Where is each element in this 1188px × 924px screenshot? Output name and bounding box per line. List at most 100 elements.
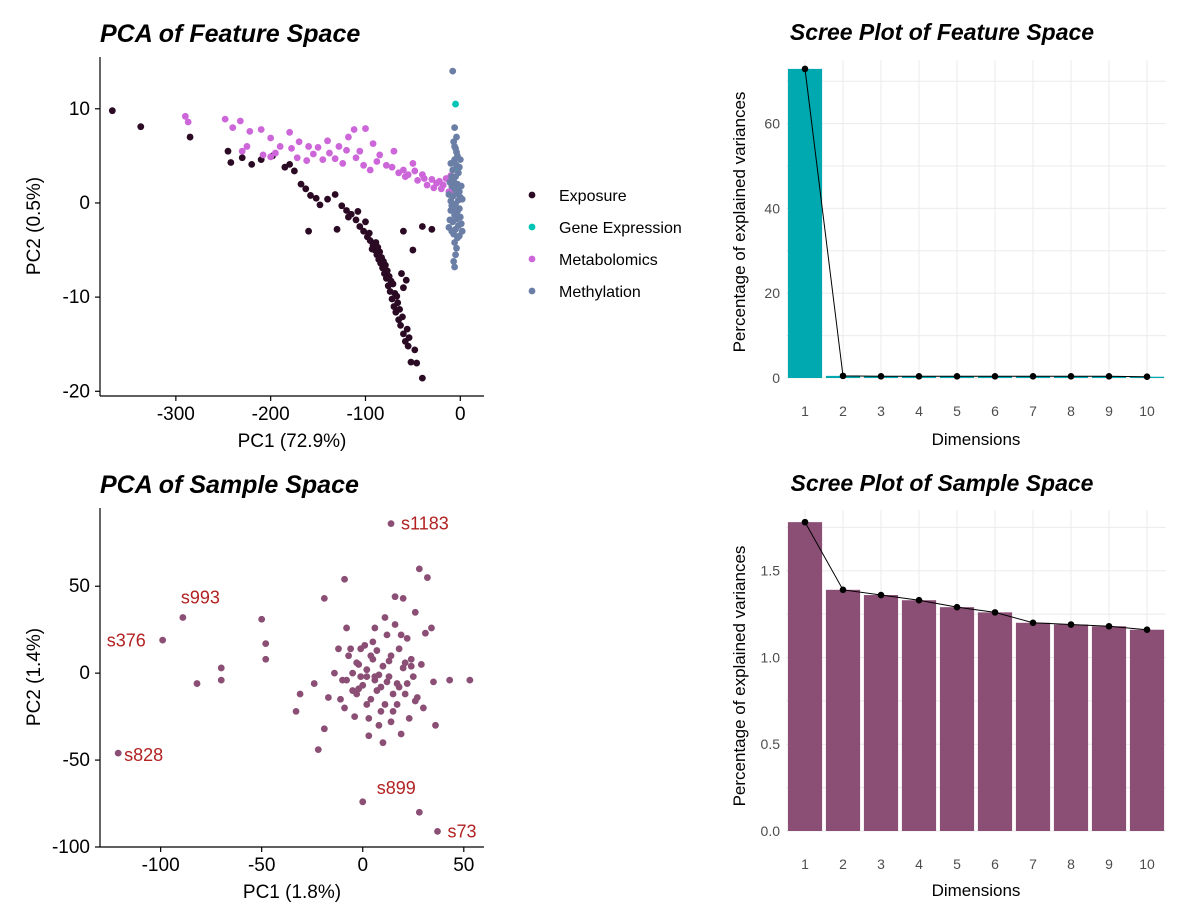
sample-point bbox=[369, 638, 377, 646]
sample-point bbox=[403, 680, 411, 687]
sample-point bbox=[296, 690, 304, 698]
point-exposure bbox=[400, 330, 407, 338]
sample-label: s828 bbox=[124, 745, 163, 765]
sample-point bbox=[335, 645, 342, 653]
point-metabolomics bbox=[373, 158, 381, 165]
point-exposure bbox=[381, 261, 389, 269]
sample-point bbox=[365, 732, 373, 740]
scree-sample-y-label: Percentage of explained variances bbox=[730, 546, 749, 807]
point-exposure bbox=[400, 227, 407, 235]
point-metabolomics bbox=[326, 149, 333, 157]
sample-point bbox=[367, 695, 375, 703]
x-tick-label: -200 bbox=[252, 404, 290, 425]
sample-point bbox=[379, 662, 387, 670]
point-methylation bbox=[447, 160, 455, 167]
point-exposure bbox=[305, 227, 312, 235]
scree-feature-title: Scree Plot of Feature Space bbox=[790, 19, 1094, 45]
point-exposure bbox=[374, 243, 382, 251]
pca-sample-title: PCA of Sample Space bbox=[100, 471, 359, 499]
x-tick-label: 1 bbox=[801, 403, 809, 419]
point-metabolomics bbox=[305, 143, 312, 150]
point-exposure bbox=[345, 213, 352, 221]
sample-point bbox=[381, 701, 389, 708]
sample-point bbox=[217, 664, 225, 672]
point-exposure bbox=[108, 107, 116, 115]
x-tick-label: 2 bbox=[839, 403, 847, 419]
y-tick-label: 0.5 bbox=[761, 736, 781, 752]
point-metabolomics bbox=[238, 147, 246, 155]
pca-feature-x-label: PC1 (72.9%) bbox=[238, 431, 347, 452]
sample-point bbox=[193, 680, 201, 687]
point-exposure bbox=[378, 254, 385, 261]
sample-point bbox=[385, 657, 393, 665]
point-metabolomics bbox=[360, 161, 367, 169]
point-methylation bbox=[456, 213, 464, 221]
point-exposure bbox=[186, 133, 194, 141]
variance-line bbox=[804, 68, 1148, 378]
variance-point bbox=[1143, 626, 1151, 634]
sample-point bbox=[434, 827, 441, 835]
bar-dimension-6 bbox=[977, 612, 1013, 831]
sample-point bbox=[407, 662, 415, 670]
point-exposure bbox=[407, 358, 415, 366]
x-tick-label: -300 bbox=[157, 404, 195, 425]
scree-sample-x-label: Dimensions bbox=[932, 881, 1021, 900]
pca-sample-x-label: PC1 (1.8%) bbox=[243, 882, 341, 903]
variance-point bbox=[877, 373, 885, 380]
sample-point bbox=[397, 631, 405, 639]
x-tick-label: 8 bbox=[1067, 403, 1075, 419]
sample-point bbox=[385, 673, 393, 681]
point-metabolomics bbox=[259, 151, 267, 159]
x-tick-label: 3 bbox=[877, 856, 885, 872]
sample-point bbox=[399, 595, 407, 602]
pca-feature-legend: Exposure Gene Expression Metabolomics Methy… bbox=[528, 188, 682, 301]
point-methylation bbox=[458, 227, 466, 235]
point-gene-expression bbox=[452, 100, 459, 108]
point-metabolomics bbox=[420, 175, 428, 182]
point-metabolomics bbox=[343, 146, 350, 154]
sample-point bbox=[430, 678, 437, 686]
point-methylation bbox=[449, 67, 457, 75]
y-tick-label: 60 bbox=[764, 116, 780, 132]
point-metabolomics bbox=[376, 151, 384, 159]
sample-point bbox=[217, 676, 225, 684]
scree-sample-bars bbox=[787, 522, 1165, 831]
scree-feature-y-label: Percentage of explained variances bbox=[730, 92, 749, 353]
point-exposure bbox=[428, 225, 436, 233]
sample-point bbox=[320, 725, 328, 733]
sample-point bbox=[371, 624, 379, 632]
y-tick-label: 0 bbox=[772, 370, 780, 386]
point-methylation bbox=[445, 224, 453, 231]
sample-point bbox=[373, 647, 381, 654]
sample-point bbox=[415, 808, 423, 816]
sample-point bbox=[292, 708, 300, 715]
variance-point bbox=[839, 586, 847, 594]
scree-sample-panel: Scree Plot of Sample Space 1 2 3 4 5 6 7 8 9 10 0… bbox=[730, 470, 1166, 900]
point-methylation bbox=[456, 156, 464, 164]
sample-point bbox=[159, 636, 167, 644]
point-metabolomics bbox=[272, 149, 279, 157]
point-exposure bbox=[290, 167, 298, 175]
sample-point bbox=[347, 645, 355, 653]
point-metabolomics bbox=[331, 155, 339, 163]
sample-point bbox=[415, 565, 423, 573]
y-tick-label: 50 bbox=[69, 576, 90, 597]
pca-sample-y-label: PC2 (1.4%) bbox=[24, 628, 45, 726]
legend-swatch bbox=[528, 287, 536, 295]
point-methylation bbox=[448, 173, 456, 180]
sample-point bbox=[365, 714, 373, 722]
y-tick-label: 40 bbox=[764, 200, 780, 216]
point-metabolomics bbox=[293, 154, 301, 162]
point-metabolomics bbox=[267, 134, 275, 142]
point-metabolomics bbox=[382, 161, 390, 169]
sample-point bbox=[405, 714, 413, 722]
scree-sample-line bbox=[801, 518, 1151, 634]
x-tick-label: 0 bbox=[357, 855, 368, 876]
sample-point bbox=[446, 676, 454, 684]
scree-feature-y-ticks: 0 20 40 60 bbox=[764, 116, 780, 386]
legend-swatch bbox=[528, 223, 536, 231]
scree-feature-plot-area bbox=[786, 60, 1166, 383]
point-exposure bbox=[297, 180, 305, 188]
variance-point bbox=[915, 373, 923, 380]
sample-point bbox=[373, 687, 381, 694]
